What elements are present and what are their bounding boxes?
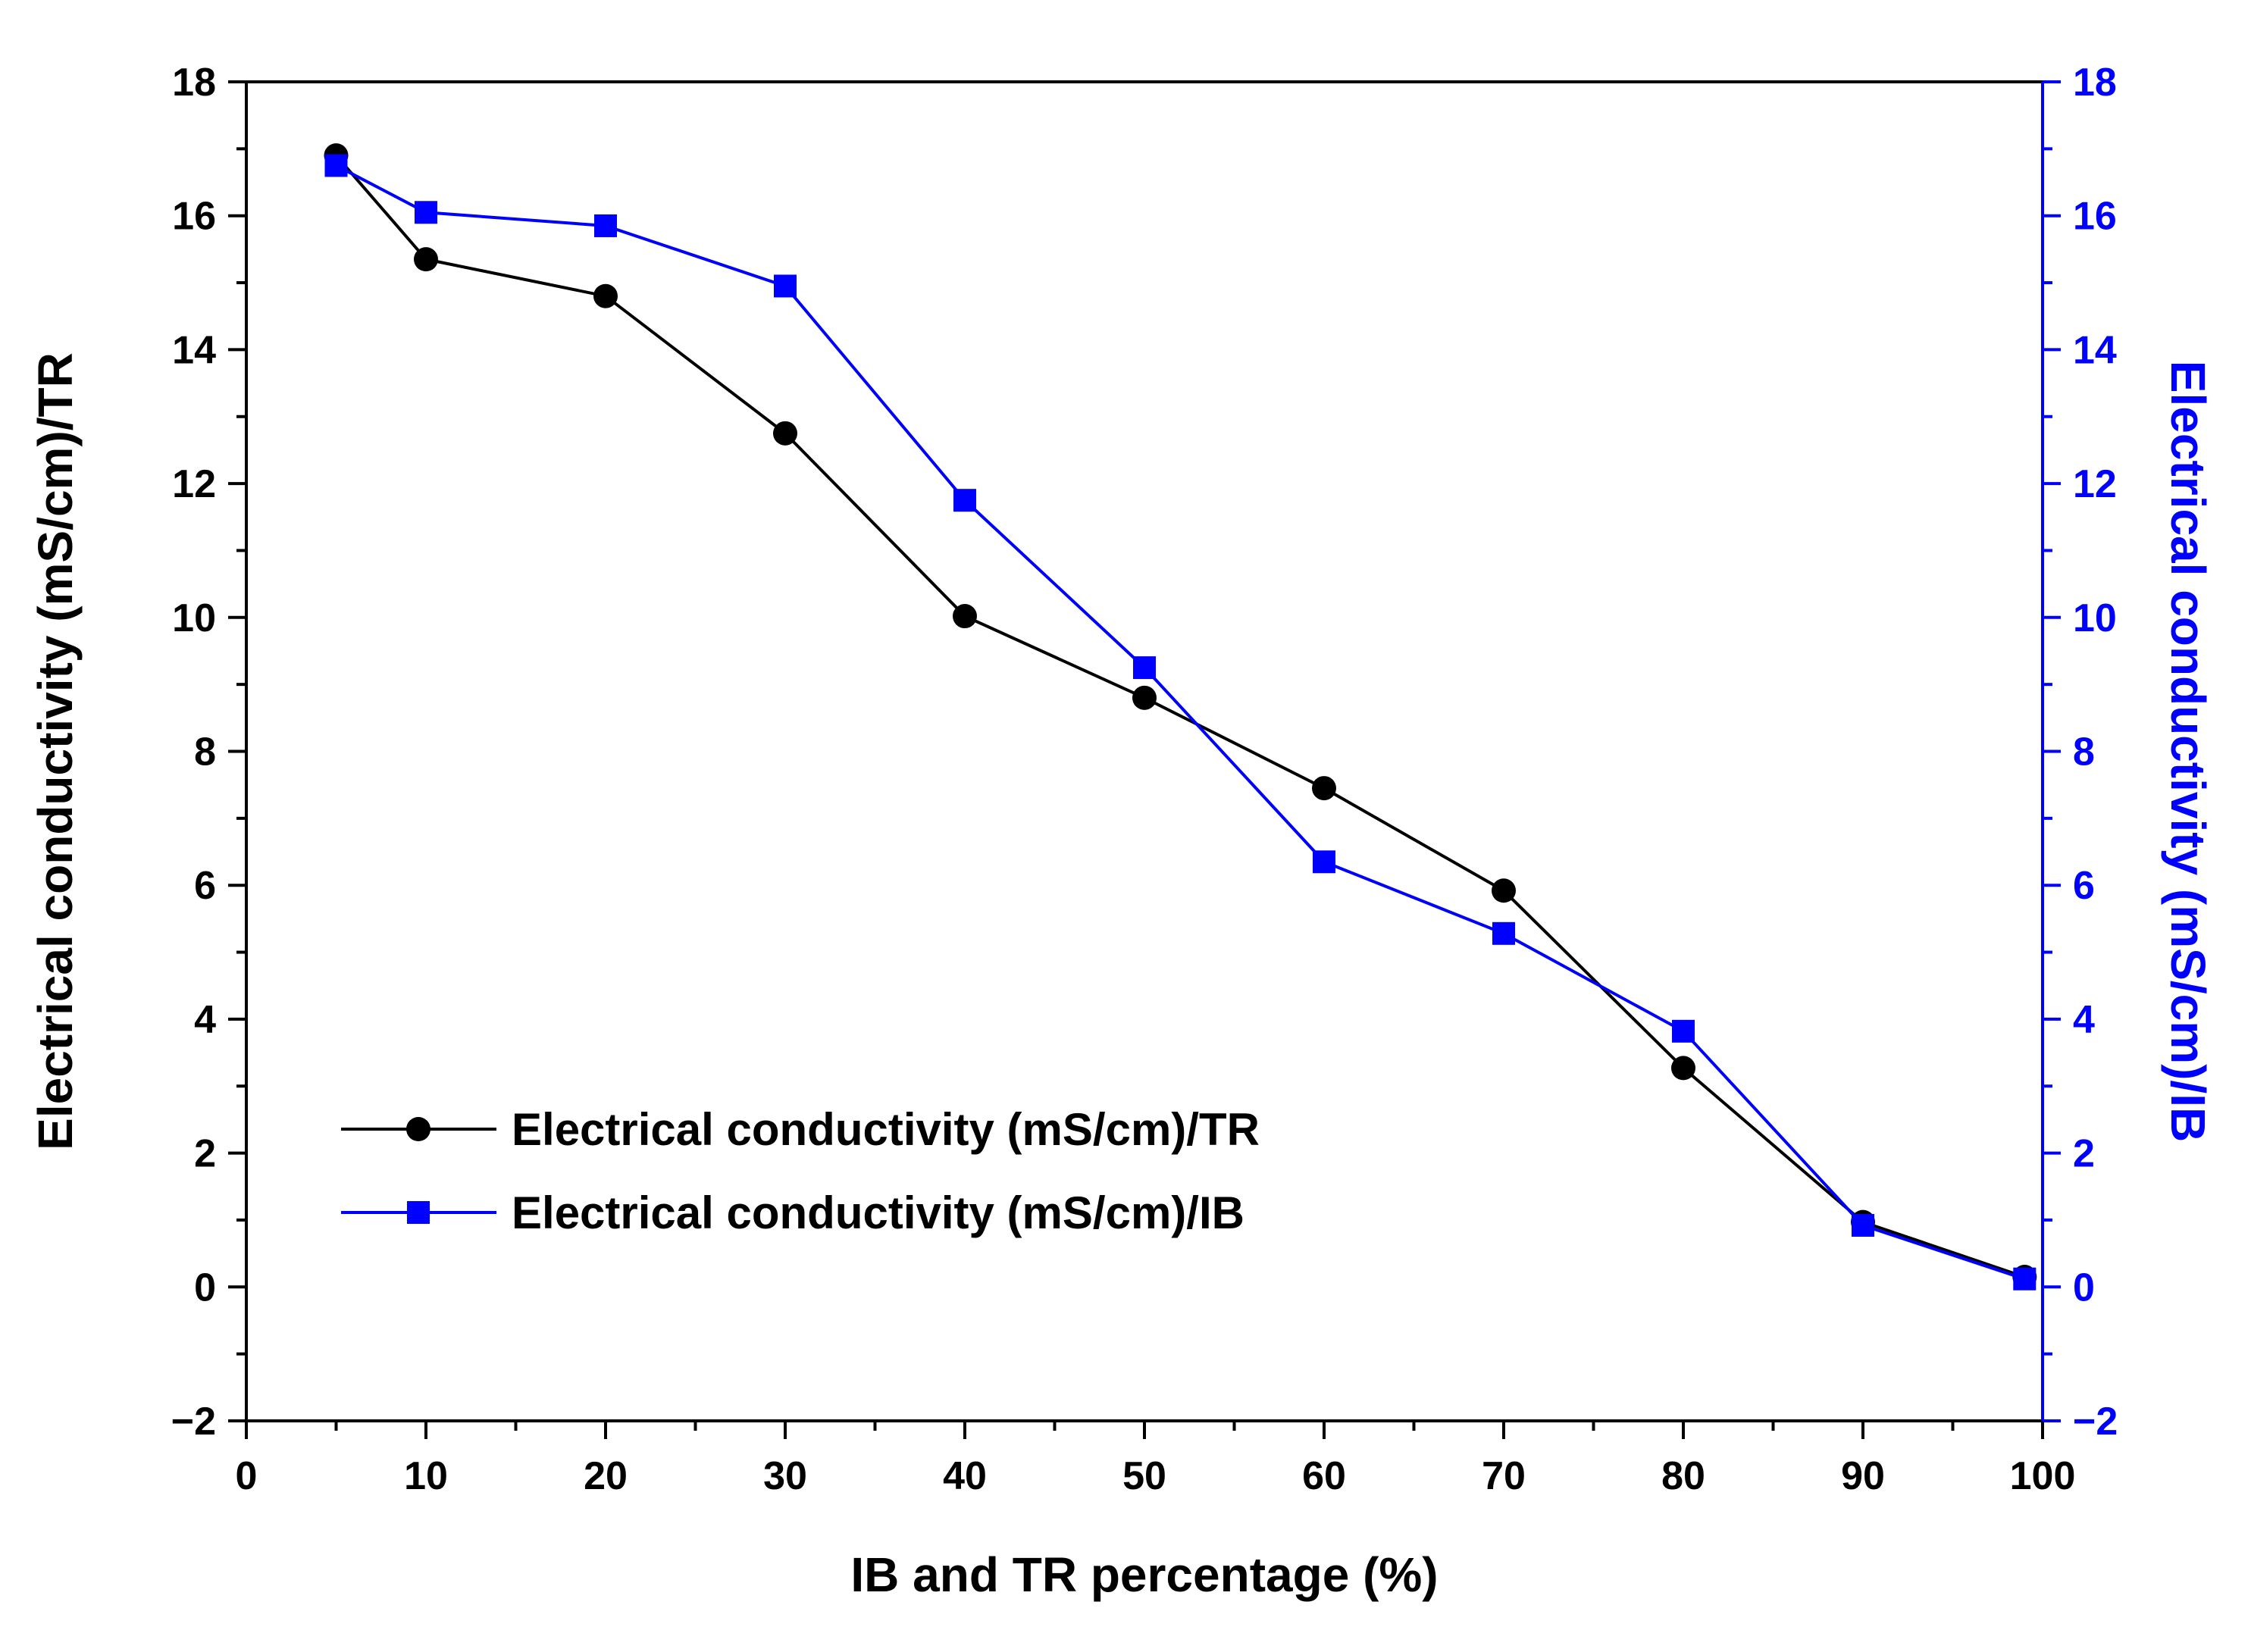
legend: Electrical conductivity (mS/cm)/TR Elect… [341, 1104, 1260, 1238]
ib-point [415, 201, 437, 224]
y-right-tick-label: 18 [2073, 61, 2117, 105]
right-y-axis-title: Electrical conductivity (mS/cm)/IB [2161, 361, 2215, 1142]
legend-item-ib: Electrical conductivity (mS/cm)/IB [341, 1187, 1244, 1238]
y-left-tick-label: 2 [194, 1132, 216, 1176]
y-right-tick-label: 10 [2073, 596, 2117, 640]
right-y-axis-ticks: −2 0 2 4 6 8 10 12 14 16 18 [2043, 61, 2118, 1444]
ib-point [953, 489, 976, 512]
ib-point [594, 214, 617, 237]
series-ib [324, 154, 2037, 1291]
tr-point [773, 421, 797, 446]
ib-point [1313, 850, 1335, 874]
y-left-tick-label: 4 [194, 998, 216, 1042]
ib-point [2013, 1267, 2037, 1291]
y-left-tick-label: 14 [172, 328, 216, 372]
ib-point [1133, 656, 1156, 680]
left-y-axis-ticks: −2 0 2 4 6 8 10 12 14 16 18 [171, 61, 246, 1444]
x-tick-label: 20 [584, 1454, 628, 1498]
x-tick-label: 80 [1661, 1454, 1705, 1498]
legend-ib-label: Electrical conductivity (mS/cm)/IB [512, 1187, 1244, 1238]
y-right-tick-label: 14 [2073, 328, 2117, 372]
x-tick-label: 10 [404, 1454, 448, 1498]
y-left-tick-label: 10 [172, 596, 216, 640]
y-left-tick-label: 0 [194, 1266, 216, 1309]
y-right-tick-label: −2 [2073, 1400, 2118, 1444]
legend-ib-marker [407, 1201, 430, 1224]
ib-point [324, 154, 348, 177]
x-tick-label: 60 [1302, 1454, 1346, 1498]
ib-point [774, 274, 797, 298]
y-right-tick-label: 6 [2073, 864, 2095, 908]
ib-point [1852, 1214, 1874, 1237]
y-left-tick-label: 16 [172, 195, 216, 239]
y-right-tick-label: 4 [2073, 998, 2095, 1042]
x-tick-label: 90 [1841, 1454, 1885, 1498]
y-left-tick-label: 8 [194, 731, 216, 774]
y-right-tick-label: 2 [2073, 1132, 2095, 1176]
x-tick-label: 70 [1482, 1454, 1526, 1498]
x-tick-label: 40 [943, 1454, 987, 1498]
legend-tr-label: Electrical conductivity (mS/cm)/TR [512, 1104, 1260, 1155]
x-axis-title: IB and TR percentage (%) [850, 1547, 1438, 1602]
ib-point [1672, 1019, 1695, 1043]
y-left-tick-label: 18 [172, 61, 216, 105]
tr-point [1312, 776, 1336, 801]
tr-point [1492, 878, 1516, 903]
y-right-tick-label: 0 [2073, 1266, 2095, 1309]
x-tick-label: 0 [236, 1454, 258, 1498]
y-left-tick-label: 6 [194, 864, 216, 908]
x-tick-label: 50 [1122, 1454, 1166, 1498]
tr-point [593, 283, 618, 308]
y-right-tick-label: 8 [2073, 731, 2095, 774]
ib-point [1492, 921, 1515, 945]
y-left-tick-label: 12 [172, 462, 216, 506]
tr-point [414, 247, 438, 272]
y-right-tick-label: 16 [2073, 195, 2117, 239]
tr-point [1671, 1056, 1695, 1081]
x-tick-label: 100 [2010, 1454, 2076, 1498]
legend-item-tr: Electrical conductivity (mS/cm)/TR [341, 1104, 1260, 1155]
y-right-tick-label: 12 [2073, 462, 2117, 506]
left-y-axis-title: Electrical conductivity (mS/cm)/TR [28, 352, 83, 1150]
legend-tr-marker [406, 1117, 430, 1141]
x-axis-ticks: 0 10 20 30 40 50 60 70 80 90 100 [236, 1421, 2076, 1498]
x-tick-label: 30 [763, 1454, 807, 1498]
tr-point [953, 604, 977, 629]
tr-point [1132, 685, 1157, 710]
y-left-tick-label: −2 [171, 1400, 216, 1444]
